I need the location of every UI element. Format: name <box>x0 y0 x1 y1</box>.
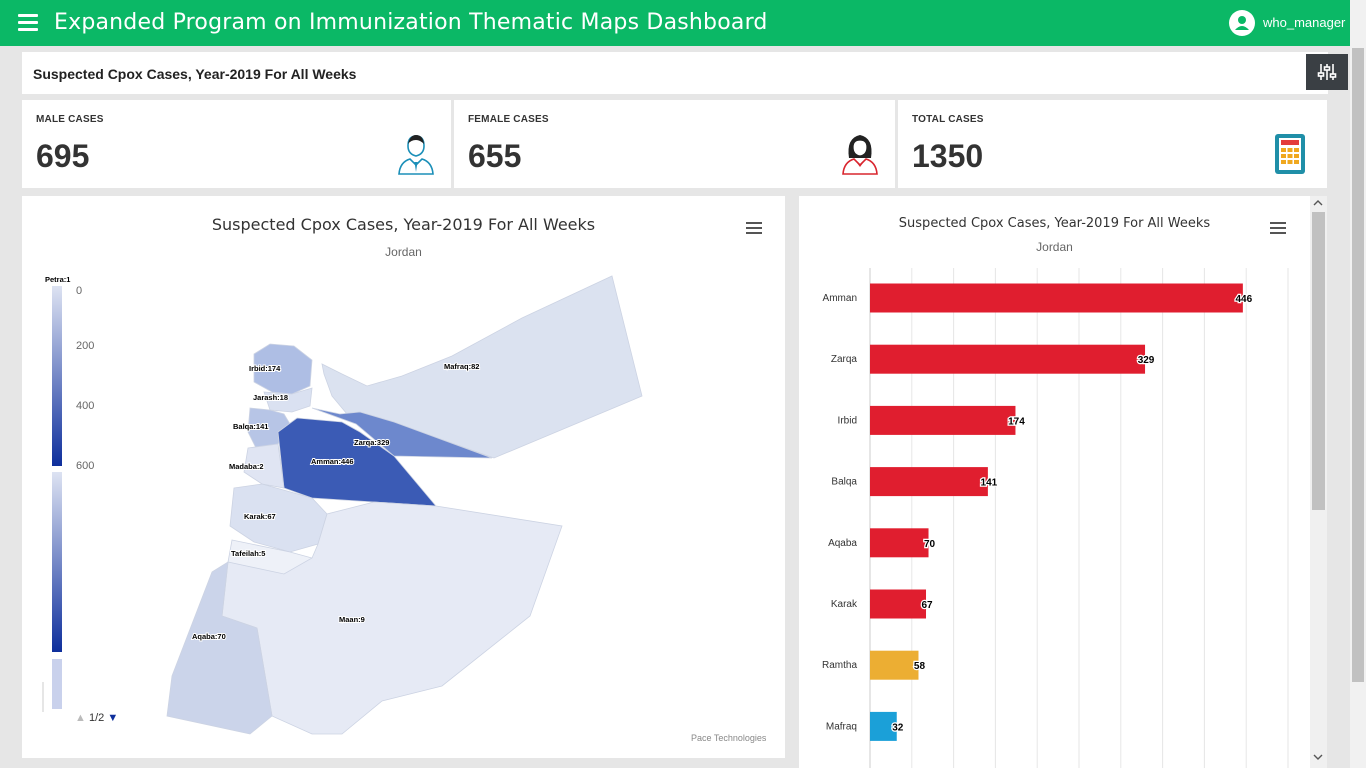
map-color-legend <box>42 286 62 712</box>
region-mafraq[interactable] <box>321 275 643 459</box>
pager-up-icon[interactable]: ▲ <box>75 712 86 724</box>
region-amman[interactable] <box>277 417 437 507</box>
panel-scroll-thumb[interactable] <box>1312 212 1325 510</box>
scroll-down-icon[interactable] <box>1313 753 1323 761</box>
filter-settings-button[interactable] <box>1306 54 1348 90</box>
map-label-amman: Amman:446 <box>311 457 354 466</box>
menu-icon[interactable] <box>18 14 38 32</box>
bar-karak[interactable] <box>870 589 927 619</box>
map-label-aqaba: Aqaba:70 <box>192 632 226 641</box>
bar-zarqa[interactable] <box>870 344 1146 374</box>
bar-category-label: Amman <box>823 293 857 304</box>
bar-category-label: Zarqa <box>831 354 858 365</box>
bar-irbid[interactable] <box>870 405 1016 435</box>
bar-chart-menu-icon[interactable] <box>1270 222 1286 235</box>
map-label-mafraq: Mafraq:82 <box>444 362 479 371</box>
card-label: TOTAL CASES <box>912 114 984 125</box>
bar-category-label: Karak <box>831 599 858 610</box>
map-credit[interactable]: Pace Technologies <box>691 733 767 743</box>
top-navbar: Expanded Program on Immunization Themati… <box>0 0 1366 46</box>
bar-data-label: 446 <box>1236 294 1253 305</box>
legend-pager[interactable]: ▲ 1/2 ▼ <box>75 712 118 724</box>
page-title: Suspected Cpox Cases, Year-2019 For All … <box>33 66 357 82</box>
bar-data-label: 32 <box>892 722 904 733</box>
map-menu-icon[interactable] <box>746 222 762 235</box>
bar-data-label: 70 <box>924 539 936 550</box>
bar-amman[interactable] <box>870 283 1243 313</box>
female-user-icon <box>840 132 880 181</box>
sliders-icon <box>1317 64 1337 80</box>
bar-data-label: 329 <box>1138 355 1155 366</box>
bar-chart-title: Suspected Cpox Cases, Year-2019 For All … <box>898 216 1211 231</box>
bar-chart-subtitle: Jordan <box>1036 240 1073 254</box>
bar-aqaba[interactable] <box>870 528 929 558</box>
map-label-balqa: Balqa:141 <box>233 422 268 431</box>
map-label-karak: Karak:67 <box>244 512 276 521</box>
region-aqaba[interactable] <box>166 561 273 735</box>
user-avatar-icon[interactable] <box>1229 10 1255 36</box>
legend-tick: 200 <box>76 340 95 352</box>
card-label: FEMALE CASES <box>468 114 549 125</box>
bar-data-label: 67 <box>921 600 933 611</box>
card-value: 1350 <box>912 138 984 174</box>
page-title-bar: Suspected Cpox Cases, Year-2019 For All … <box>22 52 1328 94</box>
male-user-icon <box>396 132 436 181</box>
male-cases-card: MALE CASES 695 <box>22 100 451 188</box>
bar-category-label: Balqa <box>831 477 857 488</box>
jordan-map: Petra:1 Irbid:174 Jarash:18 Mafraq:82 Ba… <box>44 274 643 735</box>
legend-tick: 0 <box>76 285 83 297</box>
bar-chart: Amman 446 Zarqa 329 Irbid 174 Balqa 141 Aqaba 70 K… <box>822 268 1289 768</box>
app-title: Expanded Program on Immunization Themati… <box>54 10 768 35</box>
map-label-irbid: Irbid:174 <box>249 364 281 373</box>
user-name[interactable]: who_manager <box>1263 15 1346 30</box>
bar-data-label: 174 <box>1008 416 1025 427</box>
calculator-icon <box>1272 132 1308 181</box>
map-panel: Suspected Cpox Cases, Year-2019 For All … <box>22 196 785 758</box>
map-label-petra: Petra:1 <box>45 275 70 284</box>
legend-tick: 600 <box>76 460 95 472</box>
bar-ramtha[interactable] <box>870 650 919 680</box>
bar-category-label: Irbid <box>838 415 857 426</box>
region-zarqa[interactable] <box>311 407 493 459</box>
legend-tick: 400 <box>76 400 95 412</box>
bar-category-label: Aqaba <box>828 538 857 549</box>
pager-text: 1/2 <box>88 712 105 724</box>
region-madaba[interactable] <box>243 443 285 489</box>
window-scroll-thumb[interactable] <box>1352 48 1364 682</box>
map-label-zarqa: Zarqa:329 <box>354 438 389 447</box>
total-cases-card: TOTAL CASES 1350 <box>898 100 1327 188</box>
map-label-maan: Maan:9 <box>339 615 365 624</box>
female-cases-card: FEMALE CASES 655 <box>454 100 895 188</box>
card-value: 655 <box>468 138 522 174</box>
pager-down-icon[interactable]: ▼ <box>107 712 119 724</box>
map-label-madaba: Madaba:2 <box>229 462 264 471</box>
bar-chart-panel: Suspected Cpox Cases, Year-2019 For All … <box>799 196 1310 768</box>
map-subtitle: Jordan <box>385 245 422 259</box>
bar-data-label: 141 <box>981 478 998 489</box>
card-value: 695 <box>36 138 90 174</box>
map-label-tafeilah: Tafeilah:5 <box>231 549 265 558</box>
card-label: MALE CASES <box>36 114 104 125</box>
bar-mafraq[interactable] <box>870 711 897 741</box>
bar-data-label: 58 <box>914 661 926 672</box>
bar-category-label: Mafraq <box>826 721 857 732</box>
bar-balqa[interactable] <box>870 467 988 497</box>
map-title: Suspected Cpox Cases, Year-2019 For All … <box>211 215 596 234</box>
bar-category-label: Ramtha <box>822 660 857 671</box>
scroll-up-icon[interactable] <box>1313 199 1323 207</box>
map-label-jarash: Jarash:18 <box>253 393 288 402</box>
region-irbid[interactable] <box>253 343 313 395</box>
